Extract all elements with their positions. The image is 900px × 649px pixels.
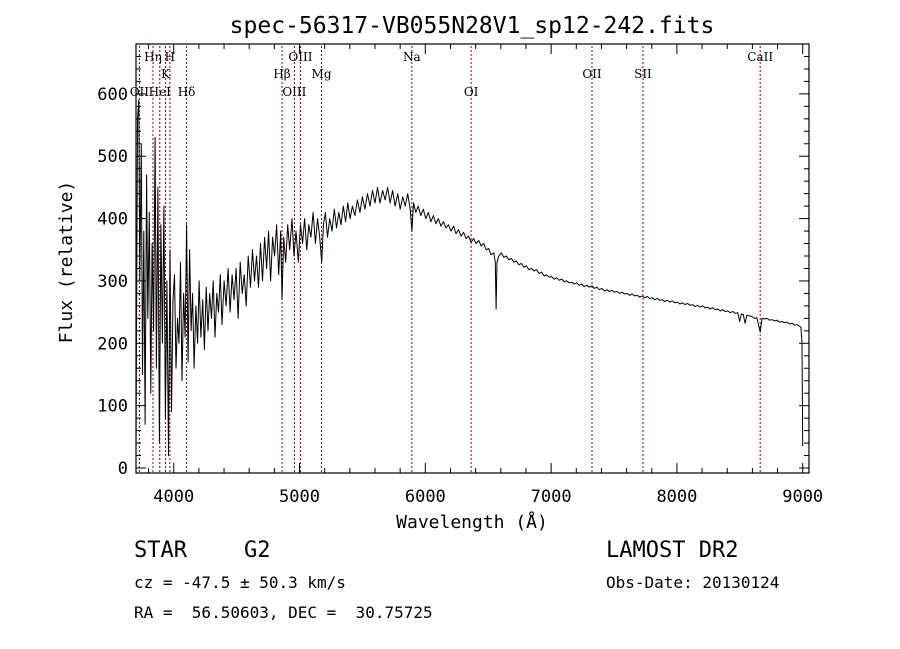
line-label-4: H xyxy=(165,50,175,64)
spectral-line-markers xyxy=(138,46,761,473)
object-subclass: G2 xyxy=(244,538,271,563)
survey-name: LAMOST DR2 xyxy=(606,538,739,563)
x-tick-label-2: 6000 xyxy=(405,487,446,507)
line-label-5: Hδ xyxy=(178,85,196,99)
spectrum-line xyxy=(135,99,804,456)
observation-date: Obs-Date: 20130124 xyxy=(606,573,780,592)
plot-frame xyxy=(135,43,810,474)
line-label-14: CaII xyxy=(747,50,773,64)
line-label-9: Mg xyxy=(312,67,332,81)
chart-title: spec-56317-VB055N28V1_sp12-242.fits xyxy=(230,13,715,39)
line-label-6: Hβ xyxy=(273,67,290,81)
y-tick-label-3: 300 xyxy=(97,272,128,292)
line-label-1: Hη xyxy=(144,50,162,64)
line-label-12: OII xyxy=(582,67,602,81)
redshift-cz: cz = -47.5 ± 50.3 km/s xyxy=(134,573,346,592)
x-tick-label-3: 7000 xyxy=(531,487,572,507)
x-tick-label-4: 8000 xyxy=(656,487,697,507)
object-class: STAR xyxy=(134,538,187,563)
sky-coordinates: RA = 56.50603, DEC = 30.75725 xyxy=(134,603,433,622)
line-label-10: Na xyxy=(403,50,421,64)
y-tick-label-1: 100 xyxy=(97,397,128,417)
line-label-11: OI xyxy=(464,85,479,99)
line-label-7: OIII xyxy=(282,85,306,99)
line-label-13: SII xyxy=(634,67,652,81)
line-label-3: K xyxy=(161,67,171,81)
y-tick-label-2: 200 xyxy=(97,334,128,354)
x-tick-label-0: 4000 xyxy=(153,487,194,507)
y-axis-label: Flux (relative) xyxy=(56,181,77,344)
x-axis-ticks: 4000 5000 6000 7000 8000 9000 xyxy=(148,44,823,507)
y-tick-label-6: 600 xyxy=(97,85,128,105)
x-tick-label-1: 5000 xyxy=(279,487,320,507)
x-tick-label-5: 9000 xyxy=(782,487,823,507)
y-tick-label-5: 500 xyxy=(97,147,128,167)
line-label-8: OIII xyxy=(288,50,312,64)
x-axis-label: Wavelength (Å) xyxy=(396,511,548,533)
line-label-2: HeI xyxy=(149,85,172,99)
y-tick-label-4: 400 xyxy=(97,210,128,230)
y-tick-label-0: 0 xyxy=(118,459,128,479)
line-label-0: OII xyxy=(130,85,150,99)
y-axis-ticks: 0 100 200 300 400 500 600 xyxy=(97,55,809,479)
